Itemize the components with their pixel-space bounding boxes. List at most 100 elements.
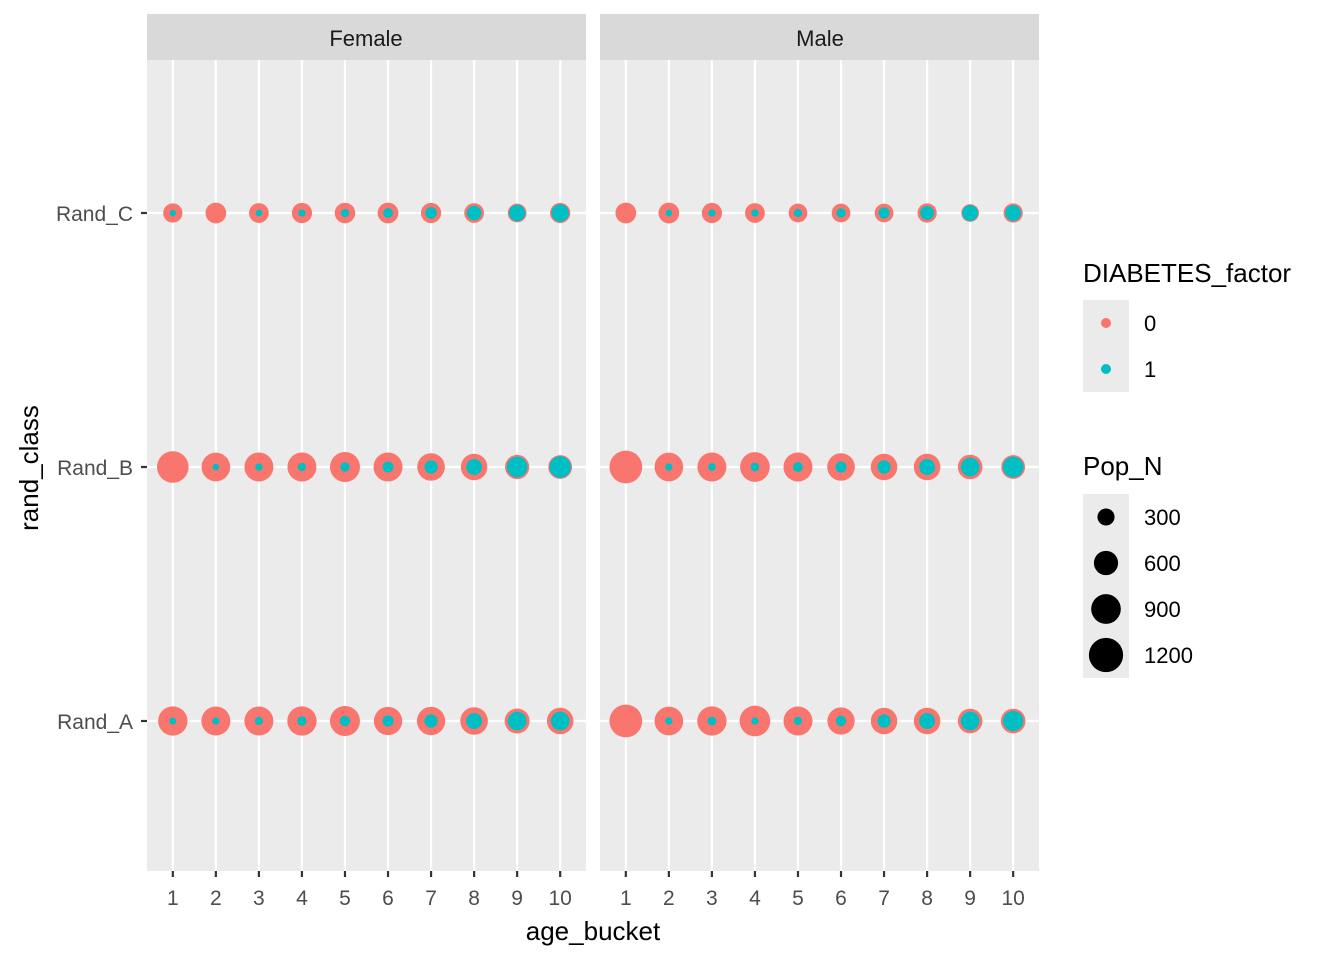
- size-legend-title: Pop_N: [1083, 451, 1163, 481]
- data-points: [157, 202, 1026, 738]
- point-male-rand_b-age6-dx1: [835, 461, 847, 473]
- point-male-rand_a-age6-dx1: [835, 715, 847, 727]
- x-tick-label-female-7: 7: [425, 887, 437, 910]
- size-legend-dot-300: [1097, 508, 1115, 526]
- point-female-rand_a-age5-dx1: [339, 715, 351, 727]
- point-female-rand_c-age4-dx1: [298, 209, 306, 217]
- y-tick-label-rand_c: Rand_C: [56, 203, 133, 226]
- x-tick-label-male-6: 6: [835, 887, 847, 910]
- strip-label-female: Female: [329, 26, 402, 51]
- legend-label-0: 0: [1144, 311, 1156, 336]
- size-legend-dot-900: [1091, 594, 1121, 624]
- x-tick-label-male-1: 1: [620, 887, 632, 910]
- y-tick-label-rand_a: Rand_A: [57, 711, 133, 734]
- point-female-rand_c-age2-dx0: [205, 202, 227, 224]
- x-tick-label-female-8: 8: [468, 887, 480, 910]
- point-female-rand_a-age8-dx1: [466, 713, 483, 729]
- point-female-rand_c-age9-dx1: [508, 204, 526, 222]
- point-female-rand_a-age2-dx1: [212, 717, 220, 725]
- size-legend-dot-600: [1093, 550, 1119, 576]
- x-tick-label-female-2: 2: [210, 887, 222, 910]
- x-tick-label-female-10: 10: [548, 887, 571, 910]
- point-female-rand_b-age8-dx1: [466, 459, 483, 475]
- x-tick-label-female-4: 4: [296, 887, 308, 910]
- point-male-rand_c-age1-dx0: [615, 202, 637, 224]
- y-axis-title: rand_class: [14, 405, 44, 531]
- point-female-rand_b-age3-dx1: [255, 463, 263, 471]
- strip-label-male: Male: [796, 26, 844, 51]
- point-female-rand_a-age9-dx1: [507, 711, 527, 731]
- x-tick-label-male-10: 10: [1001, 887, 1024, 910]
- point-male-rand_a-age1-dx0: [609, 704, 643, 738]
- strip-male: [600, 14, 1039, 60]
- point-male-rand_b-age1-dx0: [609, 450, 643, 484]
- point-female-rand_c-age3-dx1: [255, 209, 263, 217]
- color-legend: DIABETES_factor 0 1: [1083, 258, 1291, 392]
- point-female-rand_b-age10-dx1: [549, 456, 572, 478]
- point-female-rand_c-age5-dx1: [340, 208, 350, 218]
- legend-key-0-dot: [1101, 318, 1111, 328]
- point-female-rand_b-age1-dx0: [157, 451, 189, 483]
- point-male-rand_a-age10-dx1: [1003, 710, 1024, 732]
- point-male-rand_c-age2-dx1: [665, 209, 673, 217]
- point-male-rand_c-age8-dx1: [920, 206, 935, 220]
- point-female-rand_c-age8-dx1: [466, 205, 482, 221]
- x-tick-label-female-6: 6: [382, 887, 394, 910]
- point-female-rand_a-age4-dx1: [297, 716, 307, 726]
- point-male-rand_b-age5-dx1: [793, 462, 803, 472]
- x-tick-label-male-9: 9: [964, 887, 976, 910]
- size-legend-dots: [1088, 508, 1124, 673]
- point-male-rand_b-age4-dx1: [750, 462, 760, 472]
- point-female-rand_b-age7-dx1: [424, 460, 438, 474]
- x-tick-label-male-3: 3: [706, 887, 718, 910]
- legend-key-1-dot: [1101, 364, 1111, 374]
- size-legend-label-300: 300: [1144, 505, 1181, 530]
- x-tick-label-female-1: 1: [167, 887, 179, 910]
- x-tick-label-female-3: 3: [253, 887, 265, 910]
- point-female-rand_c-age6-dx1: [383, 208, 393, 218]
- x-tick-label-female-5: 5: [339, 887, 351, 910]
- point-male-rand_c-age9-dx1: [962, 205, 979, 221]
- point-male-rand_a-age9-dx1: [960, 711, 980, 731]
- y-tick-label-rand_b: Rand_B: [57, 457, 133, 480]
- color-legend-title: DIABETES_factor: [1083, 258, 1291, 288]
- point-female-rand_c-age1-dx1: [169, 209, 176, 217]
- point-male-rand_a-age4-dx1: [751, 717, 759, 725]
- point-male-rand_b-age9-dx1: [960, 457, 980, 477]
- point-female-rand_a-age10-dx1: [550, 711, 570, 731]
- point-female-rand_a-age7-dx1: [424, 714, 438, 728]
- point-male-rand_b-age3-dx1: [708, 463, 716, 471]
- point-male-rand_c-age10-dx1: [1005, 205, 1022, 221]
- point-female-rand_b-age2-dx1: [212, 463, 220, 471]
- x-tick-label-female-9: 9: [511, 887, 523, 910]
- point-male-rand_c-age3-dx1: [708, 209, 716, 217]
- point-male-rand_c-age4-dx1: [751, 209, 759, 217]
- x-tick-label-male-8: 8: [921, 887, 933, 910]
- point-female-rand_b-age5-dx1: [340, 462, 350, 472]
- size-legend-label-600: 600: [1144, 551, 1181, 576]
- size-legend-label-1200: 1200: [1144, 643, 1193, 668]
- point-male-rand_a-age7-dx1: [877, 714, 891, 728]
- size-legend-dot-1200: [1088, 637, 1124, 673]
- x-tick-label-male-2: 2: [663, 887, 675, 910]
- point-male-rand_a-age5-dx1: [793, 716, 803, 726]
- point-female-rand_a-age6-dx1: [382, 715, 394, 727]
- point-male-rand_c-age5-dx1: [793, 208, 803, 218]
- point-male-rand_b-age7-dx1: [877, 460, 891, 474]
- point-male-rand_a-age3-dx1: [707, 716, 717, 726]
- point-female-rand_b-age9-dx1: [506, 456, 528, 478]
- axes: 1 2 3 4 5 6 7 8 9 10 1 2 3 4 5 6 7 8 9 10 Rand_A Rand_B Rand_C: [56, 203, 1025, 910]
- point-male-rand_a-age8-dx1: [919, 713, 936, 729]
- x-tick-label-male-4: 4: [749, 887, 761, 910]
- point-female-rand_a-age1-dx1: [169, 717, 177, 725]
- size-legend-label-900: 900: [1144, 597, 1181, 622]
- point-male-rand_b-age2-dx1: [665, 463, 673, 471]
- point-male-rand_b-age10-dx1: [1002, 456, 1024, 478]
- x-axis-title: age_bucket: [526, 916, 661, 946]
- point-female-rand_c-age10-dx1: [551, 204, 570, 222]
- size-legend: Pop_N 300 600 900 1200: [1083, 451, 1193, 678]
- legend-label-1: 1: [1144, 357, 1156, 382]
- point-male-rand_c-age7-dx1: [878, 207, 890, 219]
- point-female-rand_c-age7-dx1: [425, 207, 437, 219]
